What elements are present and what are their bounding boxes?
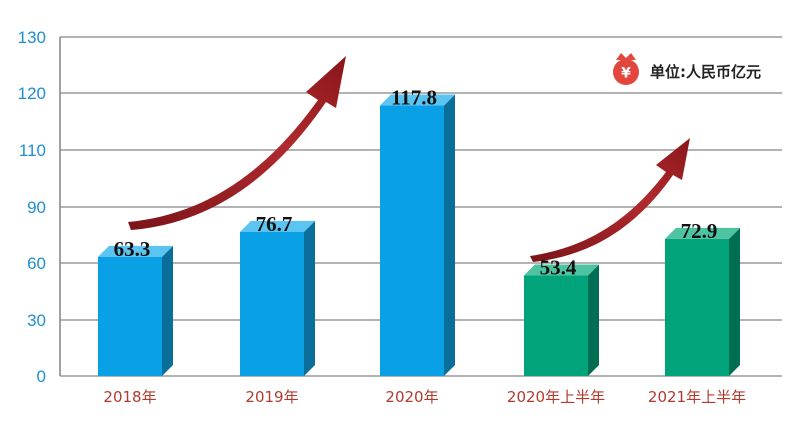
yuan-money-bag-icon: ¥	[613, 53, 639, 85]
bar-front	[98, 256, 162, 376]
y-tick-label: 90	[27, 198, 46, 217]
bar	[665, 227, 740, 376]
svg-text:¥: ¥	[621, 66, 631, 82]
x-tick-label: 2018年	[103, 388, 156, 406]
y-tick-label: 30	[27, 311, 46, 330]
data-label: 117.8	[391, 86, 437, 110]
y-tick-label: 110	[19, 141, 46, 160]
bar-top	[98, 245, 173, 257]
data-label: 76.7	[256, 212, 293, 236]
x-tick-label: 2020年	[385, 388, 438, 406]
bars	[98, 94, 740, 376]
bar-side	[729, 227, 740, 376]
y-tick-label: 130	[18, 28, 46, 47]
data-label: 53.4	[540, 256, 577, 280]
bar	[524, 264, 599, 376]
bar	[98, 245, 173, 376]
y-tick-label: 0	[37, 367, 46, 386]
growth-arrow-annual	[128, 56, 346, 230]
y-tick-label: 60	[27, 254, 46, 273]
data-label: 72.9	[681, 219, 718, 243]
bar-side	[588, 264, 599, 376]
x-tick-label: 2021年上半年	[648, 388, 746, 406]
bar-top	[665, 227, 740, 239]
bar-front	[380, 105, 444, 376]
bar-front	[665, 238, 729, 376]
bar	[240, 220, 315, 376]
x-tick-label: 2019年	[245, 388, 298, 406]
y-axis: 0 30 60 90 110 120 130	[18, 28, 61, 386]
bar-top	[380, 94, 455, 106]
bar-front	[240, 231, 304, 376]
bar-side	[304, 220, 315, 376]
bar-front	[524, 275, 588, 376]
data-labels: 63.3 76.7 117.8 53.4 72.9	[114, 86, 718, 280]
bar	[380, 94, 455, 376]
unit-legend: ¥ 单位:人民币亿元	[613, 53, 761, 85]
bar-top	[524, 264, 599, 276]
y-tick-label: 120	[18, 84, 46, 103]
x-axis-labels: 2018年 2019年 2020年 2020年上半年 2021年上半年	[103, 388, 746, 406]
data-label: 63.3	[114, 237, 151, 261]
bar-side	[444, 94, 455, 376]
unit-label: 单位:人民币亿元	[650, 63, 761, 81]
bar-side	[162, 245, 173, 376]
x-tick-label: 2020年上半年	[507, 388, 605, 406]
bar-top	[240, 220, 315, 232]
